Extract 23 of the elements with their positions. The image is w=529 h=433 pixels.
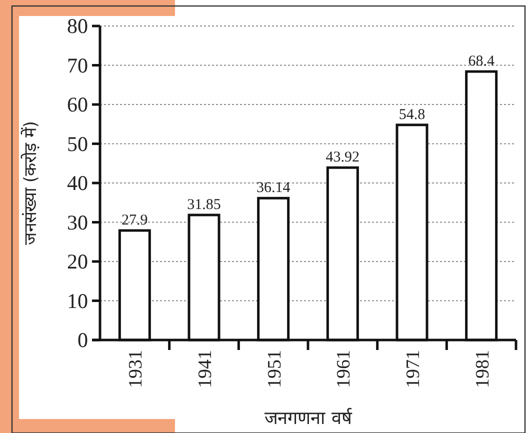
data-label: 43.92 bbox=[326, 150, 360, 166]
y-tick-label: 60 bbox=[67, 92, 88, 116]
data-label: 36.14 bbox=[256, 180, 291, 196]
y-tick-label: 10 bbox=[67, 288, 88, 313]
x-tick-label: 1981 bbox=[472, 350, 494, 388]
data-label: 54.8 bbox=[398, 106, 426, 123]
x-tick-label: 1961 bbox=[334, 350, 355, 388]
x-tick-label: 1951 bbox=[264, 350, 286, 388]
y-tick-label: 0 bbox=[78, 328, 88, 352]
y-tick-label: 30 bbox=[67, 210, 88, 234]
data-label: 31.85 bbox=[187, 196, 221, 213]
x-tick-label: 1941 bbox=[195, 350, 216, 388]
y-tick-label: 80 bbox=[67, 14, 88, 38]
y-tick-label: 40 bbox=[67, 171, 88, 195]
data-label: 27.9 bbox=[122, 212, 148, 228]
x-tick-label: 1931 bbox=[126, 350, 147, 388]
y-tick-label: 50 bbox=[67, 132, 88, 156]
y-tick-label: 20 bbox=[67, 250, 88, 274]
y-axis-title: जनसंख्या (करोड़ में) bbox=[20, 120, 41, 246]
y-tick-label: 70 bbox=[67, 53, 88, 78]
x-axis-title: जनगणना वर्ष bbox=[264, 407, 352, 429]
x-tick-label: 1971 bbox=[403, 350, 424, 388]
data-label: 68.4 bbox=[468, 54, 495, 70]
